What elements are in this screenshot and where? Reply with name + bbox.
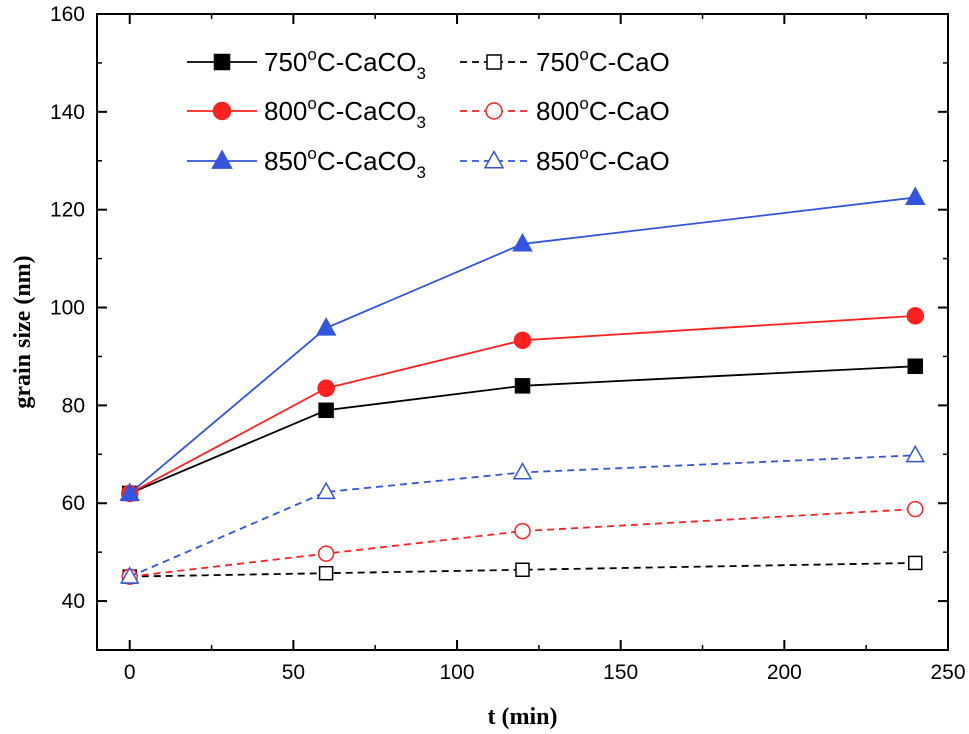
y-tick-label: 80 xyxy=(62,394,85,417)
data-point xyxy=(317,379,335,398)
x-tick-label: 200 xyxy=(767,661,802,684)
legend-label: 850oC-CaCO3 xyxy=(264,144,426,182)
legend-label: 750oC-CaO xyxy=(536,45,670,77)
series-line xyxy=(129,314,916,495)
y-axis-title: grain size (nm) xyxy=(10,255,36,408)
data-point xyxy=(512,461,533,480)
legend-marker xyxy=(483,150,505,169)
legend: 750oC-CaCO3 750oC-CaO 800oC-CaCO3 800oC-CaO… xyxy=(187,45,670,182)
legend-entry-s800caco3: 800oC-CaCO3 xyxy=(187,94,426,132)
data-point xyxy=(316,481,336,500)
x-tick-label: 150 xyxy=(603,661,638,684)
legend-label: 750oC-CaCO3 xyxy=(264,45,426,83)
legend-marker xyxy=(212,101,232,121)
data-point xyxy=(515,562,530,578)
data-point xyxy=(907,358,924,374)
series-line xyxy=(129,508,916,578)
legend-marker xyxy=(486,54,502,70)
x-tick-label: 50 xyxy=(282,661,305,684)
series-line xyxy=(129,365,916,495)
legend-label: 800oC-CaO xyxy=(536,94,670,126)
data-point xyxy=(907,500,924,518)
data-point xyxy=(512,232,533,252)
data-point xyxy=(317,545,335,562)
x-tick-label: 100 xyxy=(440,661,475,684)
series-line xyxy=(129,454,916,578)
x-tick-label: 250 xyxy=(930,661,965,684)
data-point xyxy=(905,444,926,463)
y-tick-label: 160 xyxy=(50,3,85,26)
legend-label: 850oC-CaO xyxy=(536,144,670,176)
series-line xyxy=(129,562,916,578)
y-tick-label: 40 xyxy=(62,590,85,613)
series-group xyxy=(119,186,926,585)
plot-frame xyxy=(96,13,949,651)
data-point xyxy=(318,402,334,419)
y-tick-label: 140 xyxy=(50,101,85,124)
y-tick-label: 60 xyxy=(62,492,85,515)
series-line xyxy=(129,196,916,495)
legend-entry-s850caco3: 850oC-CaCO3 xyxy=(187,144,426,182)
legend-marker xyxy=(211,149,233,169)
legend-entry-s800cao: 800oC-CaO xyxy=(460,94,670,126)
x-axis-title: t (min) xyxy=(488,704,558,730)
data-point xyxy=(514,378,531,394)
data-point xyxy=(119,566,140,584)
legend-marker xyxy=(485,102,503,120)
y-tick-label: 120 xyxy=(50,199,85,222)
legend-entry-s750caco3: 750oC-CaCO3 xyxy=(187,45,426,83)
series-s850caco3 xyxy=(119,186,926,501)
series-s850cao xyxy=(119,444,926,584)
data-point xyxy=(908,555,923,571)
data-point xyxy=(315,317,337,336)
x-tick-label: 0 xyxy=(124,661,136,684)
data-point xyxy=(318,565,334,581)
series-s750cao xyxy=(122,555,923,584)
legend-entry-s850cao: 850oC-CaO xyxy=(460,144,670,176)
data-point xyxy=(119,482,141,501)
data-point xyxy=(513,331,532,350)
legend-entry-s750cao: 750oC-CaO xyxy=(460,45,670,77)
data-point xyxy=(514,522,531,540)
axes: 0 50 100 150 200 250 40 60 80 100 120 140 160 xyxy=(50,3,966,684)
y-tick-label: 100 xyxy=(50,297,85,320)
legend-label: 800oC-CaCO3 xyxy=(264,94,426,132)
data-point xyxy=(906,307,925,325)
data-point xyxy=(904,186,926,205)
legend-marker xyxy=(213,53,231,71)
